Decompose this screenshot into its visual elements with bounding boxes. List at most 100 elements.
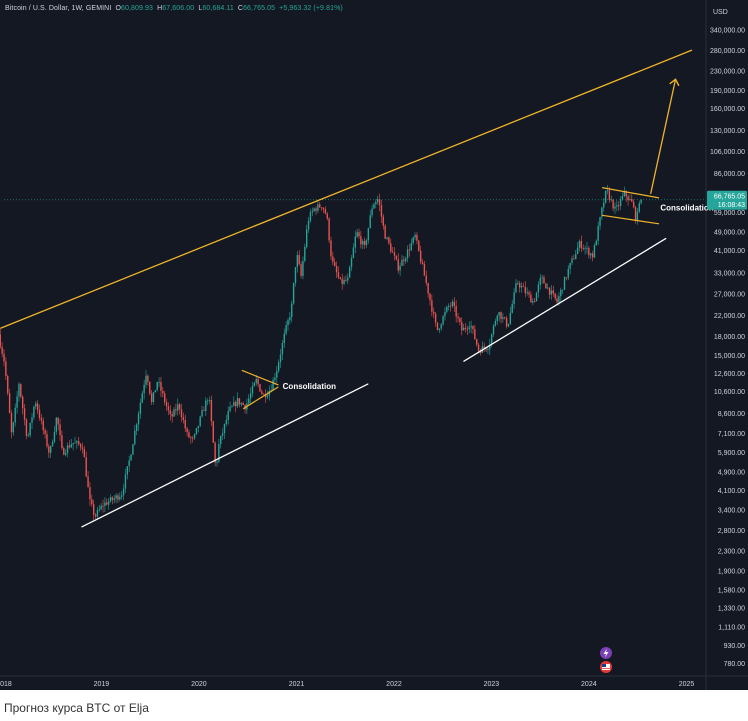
candle-body	[128, 460, 130, 467]
candle-body	[184, 420, 186, 429]
consolidation-2024-bottom-line	[602, 214, 660, 225]
candle-body	[571, 258, 573, 263]
candle-body	[249, 393, 252, 399]
candle-body	[462, 327, 465, 331]
candle-body	[410, 243, 413, 251]
candle-body	[109, 497, 112, 502]
y-tick-label: 4,100.00	[718, 488, 745, 495]
candle-body	[431, 300, 433, 312]
candle-body	[362, 241, 364, 245]
candle-body	[365, 240, 368, 245]
candle-body	[328, 218, 330, 241]
candle-body	[177, 404, 179, 411]
candle-body	[68, 445, 71, 448]
price-axis[interactable]	[706, 0, 748, 690]
candle-body	[66, 445, 69, 453]
candle-body	[509, 312, 512, 324]
candle-body	[324, 209, 327, 214]
price-chart[interactable]: USD 340,000.00 280,000.00 230,000.00 190,000…	[0, 0, 748, 690]
candle-body	[453, 301, 455, 307]
candle-body	[291, 303, 293, 318]
candle-body	[18, 384, 20, 397]
candle-body	[339, 277, 342, 279]
chart-panel[interactable]: USD 340,000.00 280,000.00 230,000.00 190,000…	[0, 0, 748, 690]
lightning-icon-glyph	[603, 648, 609, 658]
candle-body	[477, 344, 480, 351]
candle-body	[59, 424, 61, 436]
candle-body	[234, 402, 237, 407]
candle-body	[50, 446, 52, 453]
candle-body	[218, 443, 220, 462]
candle-body	[395, 255, 398, 260]
candle-body	[429, 293, 431, 301]
candle-body	[591, 253, 594, 258]
candle-body	[214, 442, 216, 463]
candle-body	[111, 497, 114, 500]
candle-body	[337, 272, 340, 278]
candle-body	[461, 322, 463, 331]
candle-body	[539, 278, 541, 285]
candle-body	[115, 495, 117, 499]
candle-body	[360, 236, 362, 245]
candle-body	[367, 228, 370, 241]
candle-body	[406, 249, 409, 259]
candle-body	[251, 386, 254, 394]
candle-body	[425, 275, 427, 284]
candle-body	[414, 234, 416, 238]
candle-body	[94, 514, 97, 517]
candle-body	[545, 283, 547, 289]
candle-body	[137, 413, 140, 425]
candle-body	[468, 327, 470, 329]
candle-body	[632, 201, 635, 208]
candle-body	[44, 430, 46, 435]
candle-body	[27, 435, 29, 437]
candle-body	[85, 457, 87, 477]
legend-symbol: Bitcoin / U.S. Dollar, 1W, GEMINI	[5, 5, 112, 12]
candle-body	[504, 317, 506, 319]
candle-body	[623, 191, 626, 197]
legend-close-label: C	[237, 5, 244, 12]
candle-body	[505, 318, 508, 327]
candle-body	[203, 410, 205, 412]
y-tick-label: 18,000.00	[714, 334, 745, 341]
y-tick-label: 7,100.00	[718, 431, 745, 438]
candle-body	[300, 264, 302, 276]
candle-body	[242, 403, 244, 405]
candle-body	[631, 199, 633, 202]
candle-body	[388, 237, 390, 244]
candle-body	[182, 417, 185, 421]
candle-body	[253, 382, 256, 387]
candle-body	[257, 378, 259, 385]
candle-body	[160, 381, 162, 391]
candle-body	[261, 391, 263, 394]
y-tick-label: 4,900.00	[718, 470, 745, 477]
candle-body	[193, 434, 196, 439]
candle-body	[347, 277, 349, 281]
candle-body	[149, 381, 151, 394]
candle-body	[319, 204, 321, 208]
candle-body	[517, 283, 519, 285]
y-tick-label: 41,000.00	[714, 248, 745, 255]
target-arrow-line	[650, 80, 676, 194]
y-tick-label: 15,000.00	[714, 353, 745, 360]
candle-body	[500, 312, 502, 319]
candle-body	[442, 316, 444, 325]
current-price-tag	[707, 190, 747, 210]
candle-body	[543, 277, 545, 284]
candle-body	[104, 502, 106, 507]
legend-open-label: O	[115, 5, 121, 12]
candle-body	[612, 199, 614, 209]
candle-body	[518, 283, 521, 288]
candle-body	[165, 402, 168, 407]
candle-body	[180, 409, 183, 418]
candle-body	[616, 205, 618, 207]
candle-body	[584, 248, 586, 250]
candle-body	[599, 217, 601, 226]
candle-body	[593, 245, 596, 258]
candle-body	[444, 311, 446, 317]
candle-body	[371, 208, 373, 216]
candle-body	[554, 293, 556, 299]
candle-body	[7, 375, 9, 394]
candle-body	[33, 406, 35, 418]
candle-body	[74, 442, 76, 444]
